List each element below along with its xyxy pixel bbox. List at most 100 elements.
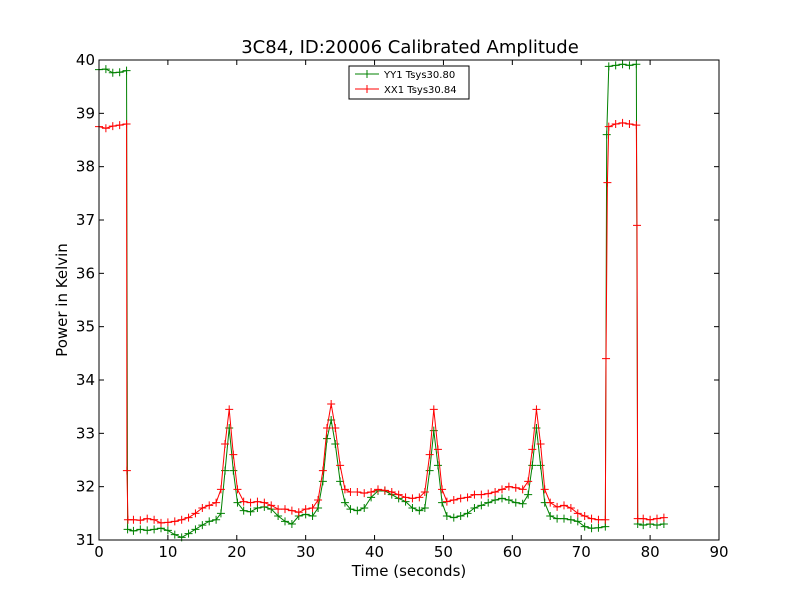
data-point-marker <box>433 461 442 470</box>
data-point-marker <box>101 65 110 74</box>
data-point-marker <box>540 485 549 494</box>
data-point-marker <box>198 504 207 512</box>
data-point-marker <box>633 221 642 230</box>
data-point-marker <box>177 515 186 524</box>
data-point-marker <box>170 517 179 526</box>
data-point-marker <box>449 513 458 522</box>
data-point-marker <box>470 504 479 512</box>
data-point-marker <box>233 498 242 507</box>
data-point-marker <box>420 488 429 496</box>
data-point-marker <box>425 466 434 475</box>
legend-marker <box>363 70 371 78</box>
data-point-marker <box>308 504 317 512</box>
chart-title: 3C84, ID:20006 Calibrated Amplitude <box>241 37 579 58</box>
data-point-marker <box>380 486 389 495</box>
data-point-marker <box>323 424 332 432</box>
data-point-marker <box>463 493 472 502</box>
y-tick-label: 36 <box>76 264 95 282</box>
data-point-marker <box>115 68 124 77</box>
data-point-marker <box>360 504 369 512</box>
data-point-marker <box>653 514 661 523</box>
plot-background <box>99 60 719 540</box>
data-point-marker <box>442 497 451 506</box>
x-tick-label: 30 <box>296 543 315 561</box>
data-point-marker <box>429 405 438 414</box>
data-point-marker <box>239 506 248 515</box>
plot-area: 0 10 20 30 40 50 60 70 80 90 31 32 33 34 35 36 37 38 39 40 <box>76 51 729 561</box>
data-point-marker <box>101 124 110 133</box>
data-point-marker <box>163 526 172 535</box>
x-tick-label: 50 <box>434 543 453 561</box>
legend-marker <box>363 85 371 93</box>
data-point-marker <box>191 525 200 534</box>
legend-label: XX1 Tsys30.84 <box>384 85 457 96</box>
data-point-marker <box>524 477 533 486</box>
data-point-marker <box>546 498 555 507</box>
data-point-marker <box>511 483 520 492</box>
data-point-marker <box>498 494 506 503</box>
data-point-marker <box>604 122 613 131</box>
ticks-layer: 0 10 20 30 40 50 60 70 80 90 31 32 33 34 35 36 37 38 39 40 <box>76 51 729 561</box>
data-point-marker <box>524 490 533 499</box>
legend-label: YY1 Tsys30.80 <box>383 70 455 81</box>
y-tick-label: 32 <box>76 478 95 496</box>
data-point-marker <box>229 466 238 475</box>
data-point-marker <box>518 499 527 508</box>
series-0 <box>95 60 668 542</box>
x-tick-label: 10 <box>158 543 177 561</box>
x-axis-label: Time (seconds) <box>351 562 467 580</box>
x-tick-label: 20 <box>227 543 246 561</box>
y-tick-label: 31 <box>76 531 95 549</box>
data-point-marker <box>484 498 493 507</box>
y-tick-label: 40 <box>76 51 95 69</box>
data-point-marker <box>136 525 145 534</box>
data-point-marker <box>408 504 417 512</box>
data-point-marker <box>374 485 382 494</box>
legend-box <box>348 65 470 100</box>
data-point-marker <box>587 524 596 533</box>
data-point-marker <box>504 496 513 504</box>
data-point-marker <box>260 498 269 507</box>
data-point-marker <box>143 526 152 535</box>
data-point-marker <box>163 518 172 527</box>
x-tick-label: 90 <box>709 543 728 561</box>
data-point-marker <box>425 450 434 459</box>
x-tick-label: 0 <box>94 543 104 561</box>
data-point-marker <box>323 434 332 443</box>
data-point-marker <box>387 488 396 496</box>
data-point-marker <box>456 512 465 520</box>
data-point-marker <box>314 496 323 504</box>
series-layer <box>95 60 668 542</box>
data-point-marker <box>246 498 255 507</box>
data-point-marker <box>346 505 355 514</box>
data-point-marker <box>122 466 131 475</box>
data-point-marker <box>603 178 612 187</box>
data-point-marker <box>331 440 340 448</box>
data-point-marker <box>580 512 589 520</box>
data-point-marker <box>604 62 613 71</box>
data-point-marker <box>136 516 145 525</box>
data-point-marker <box>401 493 410 502</box>
data-point-marker <box>639 514 648 523</box>
data-point-marker <box>442 512 451 520</box>
data-point-marker <box>318 466 327 475</box>
data-point-marker <box>511 498 520 507</box>
data-point-marker <box>191 509 200 518</box>
data-point-marker <box>518 485 527 494</box>
data-point-marker <box>477 501 486 510</box>
x-tick-label: 70 <box>572 543 591 561</box>
data-point-marker <box>438 485 447 494</box>
data-point-marker <box>281 505 289 514</box>
data-point-marker <box>253 497 262 506</box>
data-point-marker <box>625 120 634 128</box>
data-point-marker <box>115 121 124 130</box>
data-point-marker <box>420 504 429 512</box>
data-point-marker <box>216 485 225 494</box>
y-tick-label: 39 <box>76 104 95 122</box>
y-tick-label: 34 <box>76 371 95 389</box>
data-point-marker <box>498 485 506 494</box>
data-point-marker <box>122 66 131 75</box>
data-point-marker <box>560 501 568 510</box>
data-point-marker <box>573 517 582 526</box>
data-point-marker <box>129 526 138 535</box>
